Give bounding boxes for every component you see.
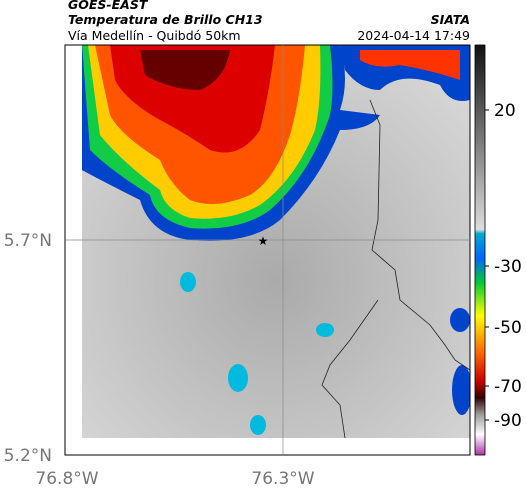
route: Vía Medellín - Quibdó 50km xyxy=(68,28,241,43)
lat-label: 5.7°N xyxy=(4,231,52,251)
datetime: 2024-04-14 17:49 xyxy=(357,28,470,43)
satellite-image xyxy=(82,45,470,438)
source: GOES-EAST xyxy=(68,0,149,12)
lon-label: 76.8°W xyxy=(35,469,98,489)
colorbar-tick-label: -30 xyxy=(494,257,522,277)
marker: ★ xyxy=(258,234,269,248)
lat-label: 5.2°N xyxy=(4,446,52,466)
agency: SIATA xyxy=(431,12,470,27)
lon-label: 76.3°W xyxy=(251,469,314,489)
colorbar-tick-label: -50 xyxy=(494,318,522,338)
map-frame xyxy=(64,44,471,456)
colorbar xyxy=(474,44,486,456)
colorbar-tick-label: -70 xyxy=(494,377,522,397)
colorbar-ticks: 20 -30 -50 -70 -90 xyxy=(485,101,522,431)
colorbar-tick-label: 20 xyxy=(494,101,516,121)
title: Temperatura de Brillo CH13 xyxy=(68,12,263,27)
colorbar-tick-label: -90 xyxy=(494,411,522,431)
